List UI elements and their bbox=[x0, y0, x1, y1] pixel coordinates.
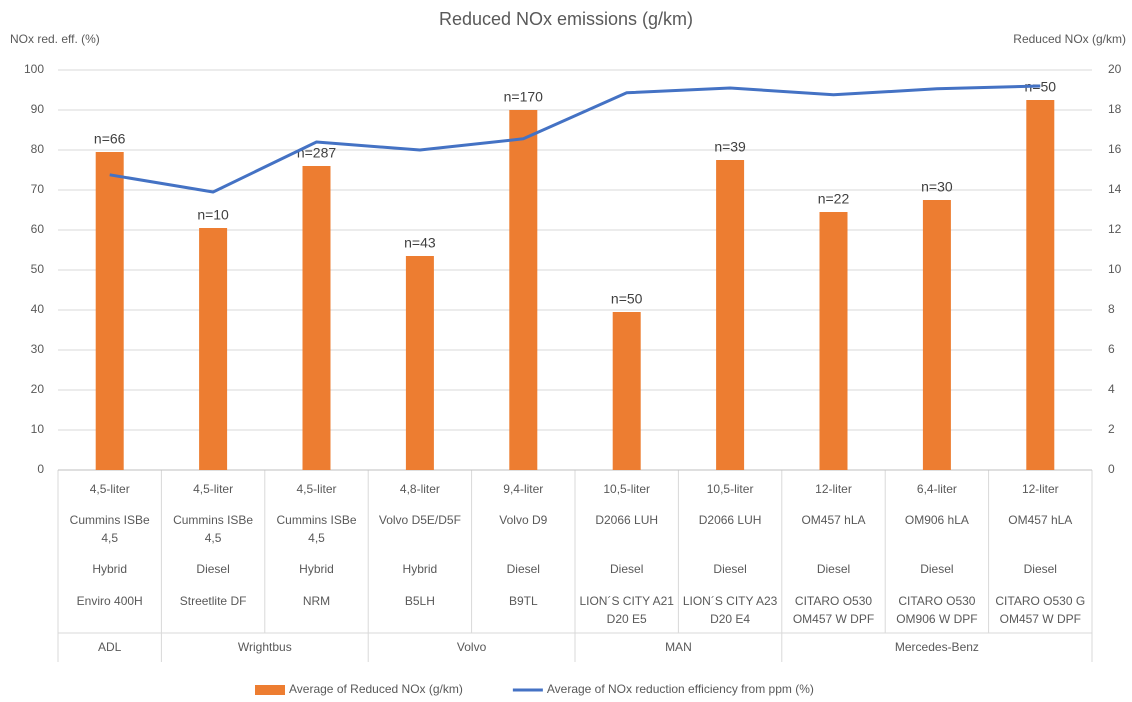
bar bbox=[95, 152, 124, 470]
x-tick-label: Hybrid bbox=[299, 562, 334, 576]
x-tick-label: Diesel bbox=[817, 562, 850, 576]
y-tick-label: 70 bbox=[31, 182, 45, 196]
bar bbox=[405, 256, 434, 470]
x-tick-label: 4,5-liter bbox=[90, 482, 130, 496]
x-tick-label: CITARO O530 OM457 W DPF bbox=[793, 594, 874, 626]
x-tick-label: Enviro 400H bbox=[77, 594, 143, 608]
line bbox=[109, 84, 1041, 194]
y2-axis-title: Reduced NOx (g/km) bbox=[1013, 32, 1126, 46]
y-tick-label: 50 bbox=[31, 262, 45, 276]
y-tick-label: 80 bbox=[31, 142, 45, 156]
group-label: Mercedes-Benz bbox=[895, 640, 979, 654]
y2-tick-label: 2 bbox=[1108, 422, 1115, 436]
y2-tick-label: 12 bbox=[1108, 222, 1122, 236]
x-tick-label: B9TL bbox=[509, 594, 538, 608]
x-tick-label: Hybrid bbox=[92, 562, 127, 576]
x-tick-label: D2066 LUH bbox=[699, 513, 762, 527]
y2-tick-label: 4 bbox=[1108, 382, 1115, 396]
group-label: ADL bbox=[98, 640, 122, 654]
bar-annotation: n=170 bbox=[504, 89, 544, 105]
x-tick-label: Cummins ISBe 4,5 bbox=[276, 513, 356, 545]
chart-title: Reduced NOx emissions (g/km) bbox=[439, 9, 693, 29]
x-tick-label: Hybrid bbox=[403, 562, 438, 576]
bar bbox=[1026, 100, 1055, 470]
y2-tick-label: 8 bbox=[1108, 302, 1115, 316]
x-tick-label: 10,5-liter bbox=[707, 482, 754, 496]
bar-annotation: n=66 bbox=[94, 131, 126, 147]
bar-annotation: n=43 bbox=[404, 235, 436, 251]
x-tick-label: Cummins ISBe 4,5 bbox=[70, 513, 150, 545]
x-tick-label: CITARO O530 G OM457 W DPF bbox=[995, 594, 1085, 626]
x-tick-label: Cummins ISBe 4,5 bbox=[173, 513, 253, 545]
x-tick-label: Diesel bbox=[1024, 562, 1057, 576]
bar bbox=[199, 228, 228, 470]
x-tick-label: 4,8-liter bbox=[400, 482, 440, 496]
y-tick-label: 40 bbox=[31, 302, 45, 316]
y2-tick-label: 18 bbox=[1108, 102, 1122, 116]
x-tick-label: 6,4-liter bbox=[917, 482, 957, 496]
y-tick-label: 10 bbox=[31, 422, 45, 436]
x-tick-label: Diesel bbox=[196, 562, 229, 576]
bar-annotation: n=22 bbox=[818, 191, 850, 207]
x-tick-label: 4,5-liter bbox=[296, 482, 336, 496]
bar bbox=[819, 212, 848, 470]
x-tick-label: Diesel bbox=[713, 562, 746, 576]
x-tick-label: OM457 hLA bbox=[801, 513, 865, 527]
bar bbox=[612, 312, 641, 470]
x-tick-label: LION´S CITY A23 D20 E4 bbox=[683, 594, 778, 626]
bar-annotation: n=30 bbox=[921, 179, 953, 195]
bar bbox=[922, 200, 951, 470]
x-tick-label: LION´S CITY A21 D20 E5 bbox=[579, 594, 674, 626]
x-tick-label: CITARO O530 OM906 W DPF bbox=[896, 594, 977, 626]
bar bbox=[302, 166, 331, 470]
x-tick-label: Diesel bbox=[610, 562, 643, 576]
group-label: MAN bbox=[665, 640, 692, 654]
y-tick-label: 60 bbox=[31, 222, 45, 236]
y2-tick-label: 16 bbox=[1108, 142, 1122, 156]
y-axis-title: NOx red. eff. (%) bbox=[10, 32, 100, 46]
y2-tick-label: 0 bbox=[1108, 462, 1115, 476]
legend-swatch bbox=[255, 685, 285, 695]
group-label: Wrightbus bbox=[238, 640, 292, 654]
bar bbox=[716, 160, 745, 470]
bar-annotation: n=39 bbox=[714, 139, 746, 155]
bar-annotation: n=287 bbox=[297, 145, 337, 161]
bar-annotation: n=50 bbox=[611, 291, 643, 307]
x-tick-label: OM906 hLA bbox=[905, 513, 969, 527]
x-tick-label: B5LH bbox=[405, 594, 435, 608]
y2-tick-label: 20 bbox=[1108, 62, 1122, 76]
x-tick-label: Volvo D9 bbox=[499, 513, 547, 527]
x-tick-label: Diesel bbox=[920, 562, 953, 576]
x-tick-label: Volvo D5E/D5F bbox=[379, 513, 461, 527]
bar bbox=[509, 110, 538, 470]
legend-label: Average of NOx reduction efficiency from… bbox=[547, 682, 814, 696]
x-tick-label: 12-liter bbox=[815, 482, 852, 496]
bar-annotation: n=10 bbox=[197, 207, 229, 223]
x-tick-label: D2066 LUH bbox=[595, 513, 658, 527]
bar-annotation: n=50 bbox=[1025, 79, 1057, 95]
x-tick-label: Streetlite DF bbox=[180, 594, 247, 608]
y-tick-label: 20 bbox=[31, 382, 45, 396]
y2-tick-label: 14 bbox=[1108, 182, 1122, 196]
x-tick-label: 10,5-liter bbox=[603, 482, 650, 496]
y-tick-label: 100 bbox=[24, 62, 44, 76]
y-tick-label: 30 bbox=[31, 342, 45, 356]
group-label: Volvo bbox=[457, 640, 487, 654]
x-tick-label: Diesel bbox=[507, 562, 540, 576]
legend-label: Average of Reduced NOx (g/km) bbox=[289, 682, 463, 696]
y2-tick-label: 10 bbox=[1108, 262, 1122, 276]
x-tick-label: 12-liter bbox=[1022, 482, 1059, 496]
x-tick-label: NRM bbox=[303, 594, 330, 608]
y-tick-label: 90 bbox=[31, 102, 45, 116]
x-tick-label: OM457 hLA bbox=[1008, 513, 1072, 527]
x-tick-label: 9,4-liter bbox=[503, 482, 543, 496]
x-tick-label: 4,5-liter bbox=[193, 482, 233, 496]
y2-tick-label: 6 bbox=[1108, 342, 1115, 356]
y-tick-label: 0 bbox=[37, 462, 44, 476]
